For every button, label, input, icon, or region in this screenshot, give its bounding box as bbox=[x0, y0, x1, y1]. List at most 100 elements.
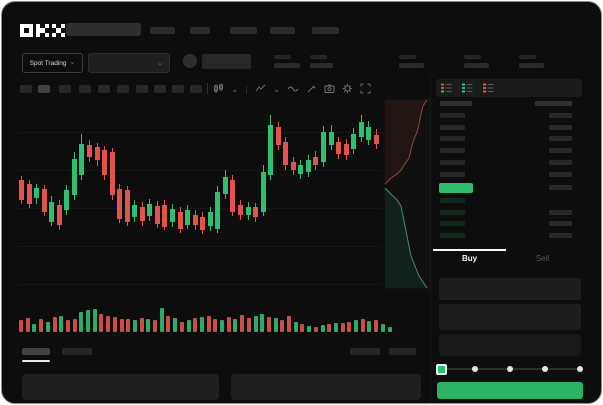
chart-type-icon[interactable] bbox=[213, 83, 224, 94]
bid-price-bar[interactable] bbox=[440, 198, 465, 203]
bottom-panel-left bbox=[22, 374, 219, 400]
tab-buy[interactable]: Buy bbox=[461, 254, 478, 263]
volume-bar bbox=[193, 318, 198, 332]
candle-body bbox=[222, 177, 228, 194]
ask-price-bar[interactable] bbox=[440, 124, 465, 130]
stat-value bbox=[274, 63, 300, 68]
candle-body bbox=[290, 162, 296, 170]
slider-stop[interactable] bbox=[507, 366, 513, 372]
volume-bar bbox=[153, 320, 157, 332]
candle-body bbox=[268, 125, 274, 175]
okx-logo bbox=[20, 24, 65, 38]
draw-tool-icon[interactable] bbox=[306, 83, 317, 94]
volume-bar bbox=[333, 323, 338, 332]
volume-bar bbox=[367, 321, 372, 332]
candle-body bbox=[102, 150, 107, 175]
timeframe-button-7[interactable] bbox=[136, 85, 148, 93]
volume-bar bbox=[266, 317, 271, 332]
combined-book-icon[interactable] bbox=[440, 82, 453, 95]
chevron-down-icon[interactable]: ⌄ bbox=[231, 83, 239, 94]
settings-gear-icon[interactable] bbox=[342, 83, 353, 94]
chevron-down-icon[interactable]: ⌄ bbox=[272, 83, 281, 94]
timeframe-button-6[interactable] bbox=[117, 85, 129, 93]
volume-bar bbox=[273, 318, 278, 332]
volume-bar bbox=[226, 317, 231, 332]
bottom-tab-active[interactable] bbox=[22, 348, 50, 355]
market-type-label: Spot Trading bbox=[29, 59, 67, 67]
slider-handle[interactable] bbox=[435, 364, 447, 375]
nav-item-1[interactable] bbox=[150, 27, 175, 34]
slider-stop[interactable] bbox=[472, 366, 478, 372]
volume-bar bbox=[19, 320, 23, 332]
timeframe-button-8[interactable] bbox=[154, 85, 166, 93]
candle-body bbox=[56, 205, 62, 225]
depth-asks-area bbox=[385, 100, 427, 184]
volume-bar bbox=[354, 320, 358, 332]
bottom-right-link-1[interactable] bbox=[350, 348, 380, 355]
pair-selector[interactable]: ⌄ bbox=[88, 53, 170, 73]
candle-body bbox=[19, 180, 24, 200]
asks-only-icon[interactable] bbox=[482, 82, 495, 95]
candle-body bbox=[343, 144, 349, 155]
search-input[interactable] bbox=[66, 23, 141, 36]
ask-price-bar[interactable] bbox=[440, 171, 465, 177]
timeframe-button-1[interactable] bbox=[20, 85, 32, 93]
slider-stop[interactable] bbox=[577, 366, 583, 372]
chevron-down-icon: ⌄ bbox=[157, 60, 163, 67]
volume-bar bbox=[139, 318, 144, 332]
ask-price-bar[interactable] bbox=[440, 159, 465, 165]
timeframe-button-9[interactable] bbox=[172, 85, 184, 93]
depth-profile bbox=[383, 98, 431, 290]
slider-stop[interactable] bbox=[542, 366, 548, 372]
bid-amount-bar bbox=[549, 221, 572, 227]
volume-bar bbox=[32, 324, 37, 332]
price-chart[interactable] bbox=[17, 100, 387, 295]
last-price-highlight[interactable] bbox=[439, 183, 473, 193]
line-tool-icon[interactable] bbox=[287, 83, 299, 94]
fullscreen-icon[interactable] bbox=[360, 83, 371, 94]
toolbar-divider bbox=[207, 83, 208, 94]
volume-bar bbox=[260, 314, 265, 332]
candle-body bbox=[260, 172, 266, 212]
indicators-icon[interactable] bbox=[255, 83, 266, 94]
last-price-skeleton bbox=[202, 54, 251, 69]
timeframe-button-5[interactable] bbox=[98, 85, 110, 93]
candle-body bbox=[358, 122, 364, 137]
bottom-right-link-2[interactable] bbox=[389, 348, 416, 355]
camera-icon[interactable] bbox=[324, 83, 335, 94]
buy-button[interactable] bbox=[437, 382, 583, 399]
bottom-panel-right bbox=[231, 374, 421, 400]
timeframe-button-3[interactable] bbox=[59, 85, 71, 93]
market-type-selector[interactable]: Spot Trading ⌄ bbox=[22, 53, 83, 73]
ask-price-bar[interactable] bbox=[440, 136, 465, 142]
timeframe-button-10[interactable] bbox=[190, 85, 202, 93]
bid-price-bar[interactable] bbox=[440, 221, 465, 227]
volume-bar bbox=[92, 309, 97, 332]
tab-sell[interactable]: Sell bbox=[535, 254, 550, 263]
candle-body bbox=[71, 159, 77, 195]
ask-price-bar[interactable] bbox=[440, 113, 465, 118]
bids-only-icon[interactable] bbox=[461, 82, 474, 95]
ask-amount-bar bbox=[549, 113, 572, 118]
price-input[interactable] bbox=[439, 278, 581, 300]
amount-input[interactable] bbox=[439, 304, 581, 330]
stat-label bbox=[274, 55, 291, 59]
nav-item-4[interactable] bbox=[270, 27, 295, 34]
ask-price-bar[interactable] bbox=[440, 148, 465, 154]
nav-item-3[interactable] bbox=[230, 27, 257, 34]
volume-bar bbox=[233, 319, 238, 332]
bottom-tab-indicator bbox=[22, 360, 50, 362]
bottom-tab-2[interactable] bbox=[62, 348, 92, 355]
stat-label bbox=[310, 55, 327, 59]
nav-item-5[interactable] bbox=[312, 27, 339, 34]
timeframe-button-2[interactable] bbox=[38, 85, 50, 93]
toolbar-divider: | bbox=[245, 83, 248, 94]
volume-bar bbox=[320, 325, 325, 332]
nav-item-2[interactable] bbox=[190, 27, 210, 34]
bid-amount-bar bbox=[549, 209, 572, 215]
candle-body bbox=[124, 190, 130, 222]
bid-price-bar[interactable] bbox=[440, 209, 465, 215]
logo-glyph-x bbox=[52, 24, 65, 37]
timeframe-button-4[interactable] bbox=[79, 85, 91, 93]
bid-price-bar[interactable] bbox=[440, 233, 465, 239]
